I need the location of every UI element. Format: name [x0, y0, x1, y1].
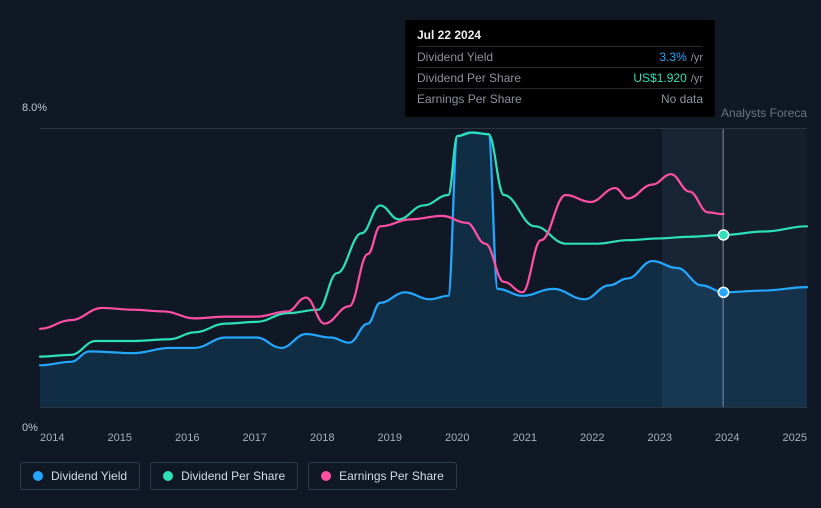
x-tick-label: 2014	[40, 432, 64, 450]
x-tick-label: 2022	[580, 432, 604, 450]
x-tick-label: 2018	[310, 432, 334, 450]
x-tick-label: 2020	[445, 432, 469, 450]
x-tick-label: 2019	[378, 432, 402, 450]
legend-dot	[163, 471, 173, 481]
tooltip-row-value: 3.3%/yr	[659, 50, 703, 64]
tooltip-row: Dividend Yield 3.3%/yr	[417, 46, 703, 67]
tab-forecast[interactable]: Analysts Foreca	[721, 106, 807, 120]
legend-dot	[33, 471, 43, 481]
tooltip-row: Earnings Per Share No data	[417, 88, 703, 109]
x-tick-label: 2024	[715, 432, 739, 450]
x-tick-label: 2025	[783, 432, 807, 450]
tooltip-row-label: Dividend Yield	[417, 50, 493, 64]
x-tick-label: 2015	[108, 432, 132, 450]
plot-area[interactable]	[40, 128, 807, 408]
y-axis-max-label: 8.0%	[22, 102, 47, 114]
x-tick-label: 2016	[175, 432, 199, 450]
chart-container: Jul 22 2024 Dividend Yield3.3%/yrDividen…	[0, 0, 821, 508]
legend-label: Earnings Per Share	[339, 469, 444, 483]
tooltip-row-value: US$1.920/yr	[633, 71, 703, 85]
x-tick-label: 2021	[513, 432, 537, 450]
x-tick-label: 2023	[648, 432, 672, 450]
legend-dot	[321, 471, 331, 481]
x-axis: 2014 2015 2016 2017 2018 2019 2020 2021 2022 2023…	[40, 432, 807, 450]
legend-item[interactable]: Dividend Yield	[20, 462, 140, 490]
tooltip-date: Jul 22 2024	[417, 28, 703, 42]
legend-item[interactable]: Earnings Per Share	[308, 462, 457, 490]
line-chart[interactable]: 8.0% 0% Past Analysts Foreca	[20, 108, 807, 428]
x-tick-label: 2017	[243, 432, 267, 450]
chart-svg	[40, 129, 807, 407]
tooltip-row-label: Dividend Per Share	[417, 71, 521, 85]
legend: Dividend Yield Dividend Per Share Earnings…	[20, 462, 457, 490]
tooltip-row-label: Earnings Per Share	[417, 92, 522, 106]
legend-label: Dividend Per Share	[181, 469, 285, 483]
tooltip-row: Dividend Per Share US$1.920/yr	[417, 67, 703, 88]
y-axis-min-label: 0%	[22, 422, 38, 434]
hover-tooltip: Jul 22 2024 Dividend Yield3.3%/yrDividen…	[405, 20, 715, 117]
legend-item[interactable]: Dividend Per Share	[150, 462, 298, 490]
tooltip-row-value: No data	[661, 92, 703, 106]
legend-label: Dividend Yield	[51, 469, 127, 483]
